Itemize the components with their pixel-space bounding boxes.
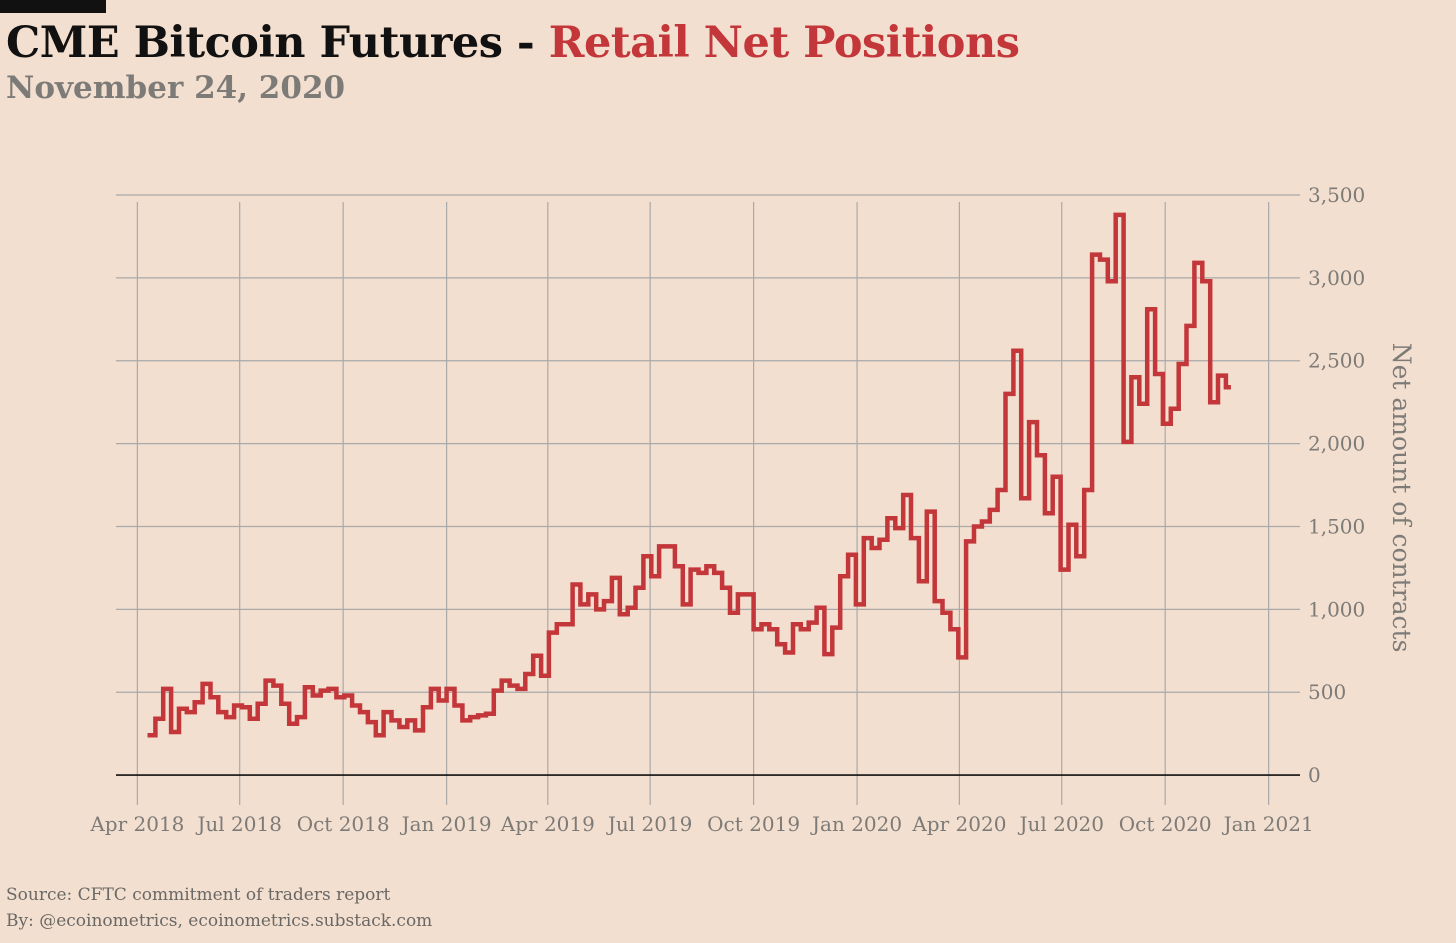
y-tick-label: 2,500 bbox=[1308, 349, 1365, 373]
chart-subtitle: November 24, 2020 bbox=[6, 70, 346, 106]
chart-title: CME Bitcoin Futures - Retail Net Positio… bbox=[6, 18, 1020, 68]
x-tick-label: Apr 2019 bbox=[500, 812, 595, 836]
y-tick-label: 3,000 bbox=[1308, 266, 1365, 290]
byline: By: @ecoinometrics, ecoinometrics.substa… bbox=[6, 911, 433, 931]
y-tick-label: 1,500 bbox=[1308, 514, 1365, 538]
x-tick-label: Oct 2018 bbox=[297, 812, 390, 836]
y-axis-label: Net amount of contracts bbox=[1387, 343, 1416, 653]
y-tick-label: 500 bbox=[1308, 680, 1346, 704]
x-tick-label: Oct 2020 bbox=[1119, 812, 1212, 836]
y-tick-label: 3,500 bbox=[1308, 183, 1365, 207]
y-tick-label: 2,000 bbox=[1308, 432, 1365, 456]
x-tick-label: Apr 2018 bbox=[89, 812, 184, 836]
x-tick-label: Jan 2019 bbox=[400, 812, 492, 836]
series-layer bbox=[147, 212, 1231, 738]
x-tick-label: Jan 2021 bbox=[1222, 812, 1314, 836]
y-tick-label: 1,000 bbox=[1308, 597, 1365, 621]
x-tick-label: Oct 2019 bbox=[707, 812, 800, 836]
x-tick-label: Apr 2020 bbox=[911, 812, 1006, 836]
x-tick-label: Jul 2020 bbox=[1017, 812, 1104, 836]
x-axis-ticks: Apr 2018 Jul 2018 Oct 2018 Jan 2019 Apr 2019… bbox=[89, 812, 1313, 836]
series-line bbox=[147, 212, 1231, 738]
source-note: Source: CFTC commitment of traders repor… bbox=[6, 885, 391, 905]
chart-title-main: CME Bitcoin Futures - bbox=[6, 18, 549, 68]
top-accent-bar bbox=[0, 0, 106, 13]
y-axis-ticks: 0 500 1,000 1,500 2,000 2,500 3,000 3,500 bbox=[1308, 183, 1365, 787]
y-tick-label: 0 bbox=[1308, 763, 1321, 787]
x-tick-label: Jul 2019 bbox=[606, 812, 693, 836]
chart-title-accent: Retail Net Positions bbox=[548, 18, 1020, 68]
x-tick-label: Jan 2020 bbox=[810, 812, 902, 836]
x-tick-label: Jul 2018 bbox=[195, 812, 282, 836]
